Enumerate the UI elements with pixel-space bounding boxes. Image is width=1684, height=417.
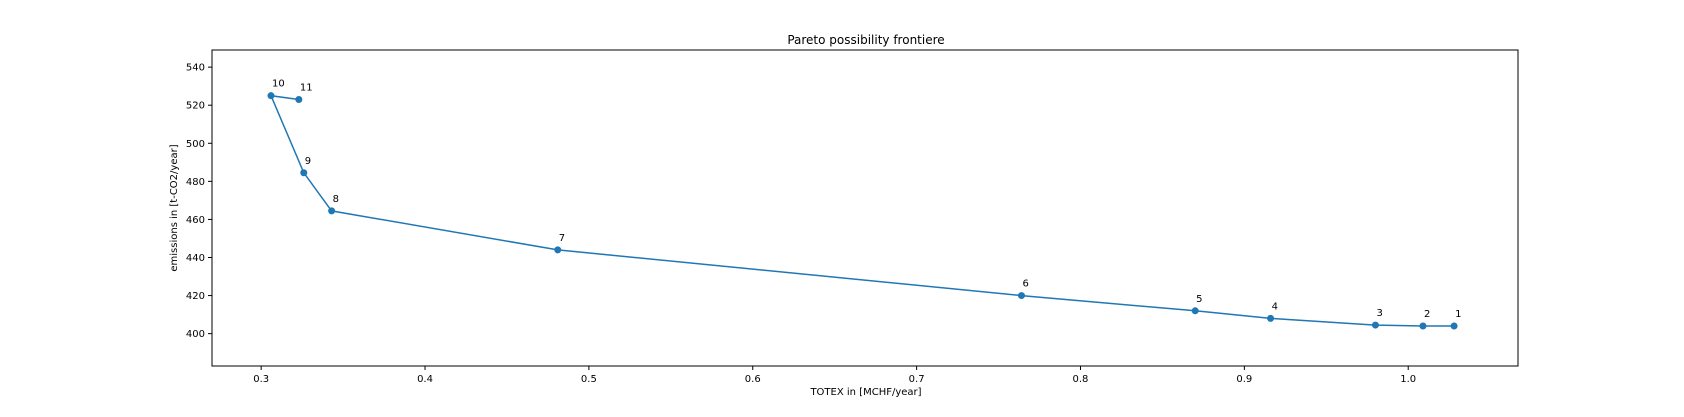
data-point-7 xyxy=(554,246,562,254)
point-label-3: 3 xyxy=(1376,308,1382,319)
data-point-10 xyxy=(267,92,275,100)
x-tick-label: 0.6 xyxy=(745,374,761,385)
y-tick-label: 440 xyxy=(186,253,205,264)
point-label-10: 10 xyxy=(272,79,285,90)
plot-frame xyxy=(211,49,1519,367)
x-tick-label: 0.7 xyxy=(909,374,925,385)
y-axis-title: emissions in [t-CO2/year] xyxy=(169,144,180,271)
data-point-8 xyxy=(328,207,336,215)
data-point-11 xyxy=(295,95,303,103)
y-tick-label: 460 xyxy=(186,215,205,226)
point-labels: 1 2 3 4 5 6 7 8 9 10 11 xyxy=(272,79,1461,320)
x-axis-title: TOTEX in [MCHF/year] xyxy=(809,387,921,398)
y-tick-label: 480 xyxy=(186,177,205,188)
data-point-3 xyxy=(1371,321,1379,329)
data-point-2 xyxy=(1419,322,1427,330)
x-tick-label: 0.9 xyxy=(1236,374,1252,385)
y-tick-label: 540 xyxy=(186,63,205,74)
plot-area: 0.3 0.4 0.5 0.6 0.7 0.8 0.9 1.0 400420440460480… xyxy=(186,49,1519,385)
x-tick-label: 1.0 xyxy=(1400,374,1416,385)
x-tick-label: 0.3 xyxy=(253,374,269,385)
data-point-4 xyxy=(1267,314,1275,322)
x-axis: 0.3 0.4 0.5 0.6 0.7 0.8 0.9 1.0 xyxy=(253,366,1416,385)
point-label-4: 4 xyxy=(1272,301,1278,312)
y-tick-label: 520 xyxy=(186,101,205,112)
x-tick-label: 0.4 xyxy=(417,374,433,385)
y-tick-label: 420 xyxy=(186,291,205,302)
point-label-1: 1 xyxy=(1455,309,1461,320)
x-tick-label: 0.5 xyxy=(581,374,597,385)
point-label-8: 8 xyxy=(333,194,339,205)
point-label-7: 7 xyxy=(559,233,565,244)
data-point-6 xyxy=(1017,292,1025,300)
series-markers xyxy=(267,92,1458,330)
chart-title: Pareto possibility frontiere xyxy=(787,33,944,47)
y-tick-label: 500 xyxy=(186,139,205,150)
point-label-6: 6 xyxy=(1022,279,1028,290)
point-label-9: 9 xyxy=(305,156,311,167)
data-point-5 xyxy=(1191,307,1199,315)
y-axis: 400 420 440 460 480 500 520 540 xyxy=(186,63,212,340)
x-tick-label: 0.8 xyxy=(1073,374,1089,385)
point-label-2: 2 xyxy=(1424,309,1430,320)
point-label-11: 11 xyxy=(300,82,313,93)
data-point-1 xyxy=(1450,322,1458,330)
y-tick-label: 400 xyxy=(186,329,205,340)
point-label-5: 5 xyxy=(1196,294,1202,305)
data-point-9 xyxy=(300,169,308,177)
